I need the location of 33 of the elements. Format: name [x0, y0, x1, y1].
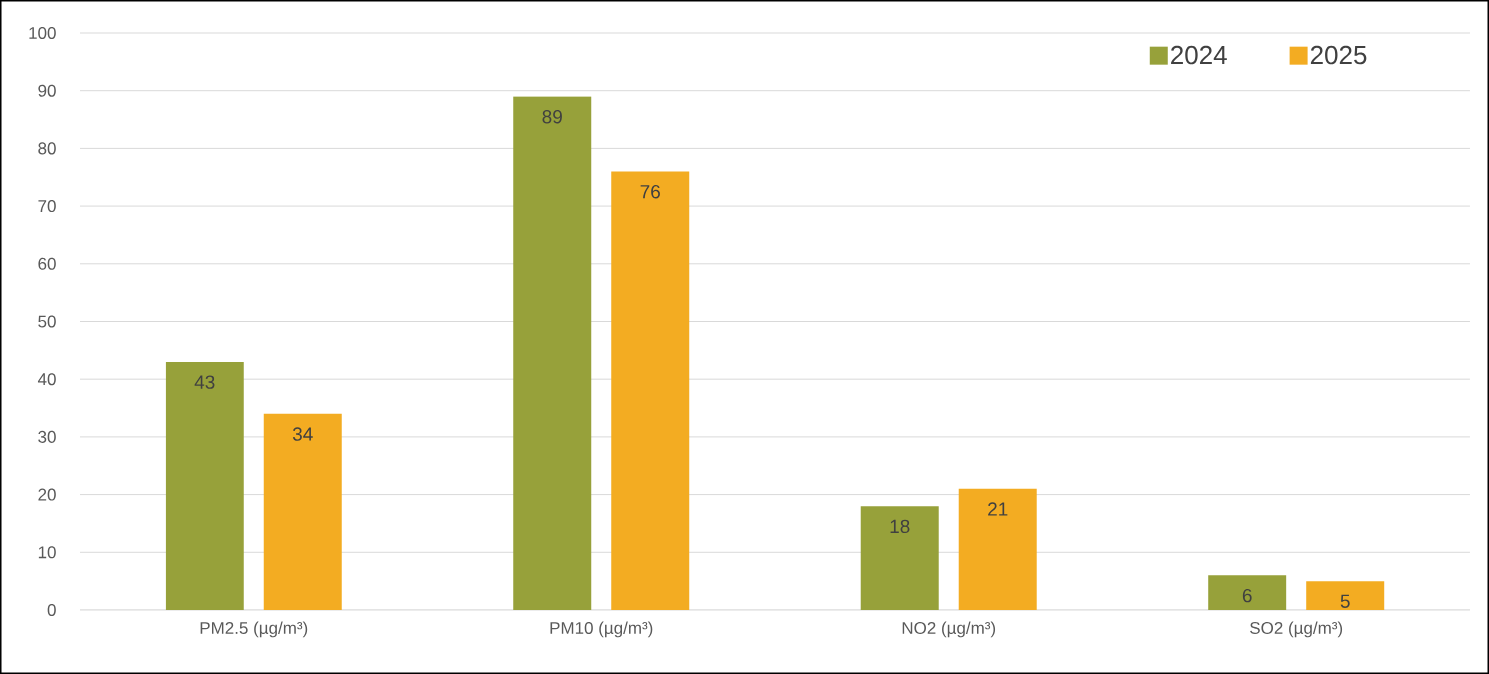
bar: [1306, 581, 1385, 610]
data-label: 89: [542, 109, 562, 124]
data-label: 43: [194, 375, 215, 389]
data-label: 34: [292, 427, 313, 441]
data-label: 21: [988, 502, 1008, 516]
data-label: 6: [1242, 588, 1252, 603]
y-tick-label: 30: [38, 430, 56, 443]
data-label: 18: [890, 519, 910, 534]
legend-label: 2025: [1310, 45, 1367, 65]
legend-label: 2024: [1171, 45, 1227, 65]
bar: [513, 96, 592, 610]
bar: [860, 506, 939, 610]
y-tick-label: 80: [38, 142, 56, 155]
bar: [611, 171, 690, 610]
bar: [165, 361, 244, 610]
y-tick-label: 90: [38, 84, 56, 97]
data-label: 76: [640, 185, 660, 199]
y-tick-label: 60: [38, 257, 56, 270]
x-tick-label: NO2 (µg/m³): [902, 621, 996, 638]
y-tick-label: 20: [38, 488, 56, 501]
y-tick-label: 70: [38, 200, 56, 213]
x-tick-label: PM10 (µg/m³): [550, 621, 653, 638]
data-label: 5: [1340, 594, 1350, 608]
y-tick-label: 100: [29, 26, 56, 40]
x-tick-label: SO2 (µg/m³): [1250, 621, 1343, 638]
x-tick-label: PM2.5 (µg/m³): [200, 621, 308, 638]
y-tick-label: 40: [37, 373, 56, 386]
y-tick-label: 10: [38, 546, 56, 559]
y-tick-label: 0: [47, 603, 56, 617]
bar: [958, 488, 1037, 610]
bar: [1208, 575, 1287, 610]
bar: [263, 413, 342, 610]
y-tick-label: 50: [38, 315, 56, 328]
